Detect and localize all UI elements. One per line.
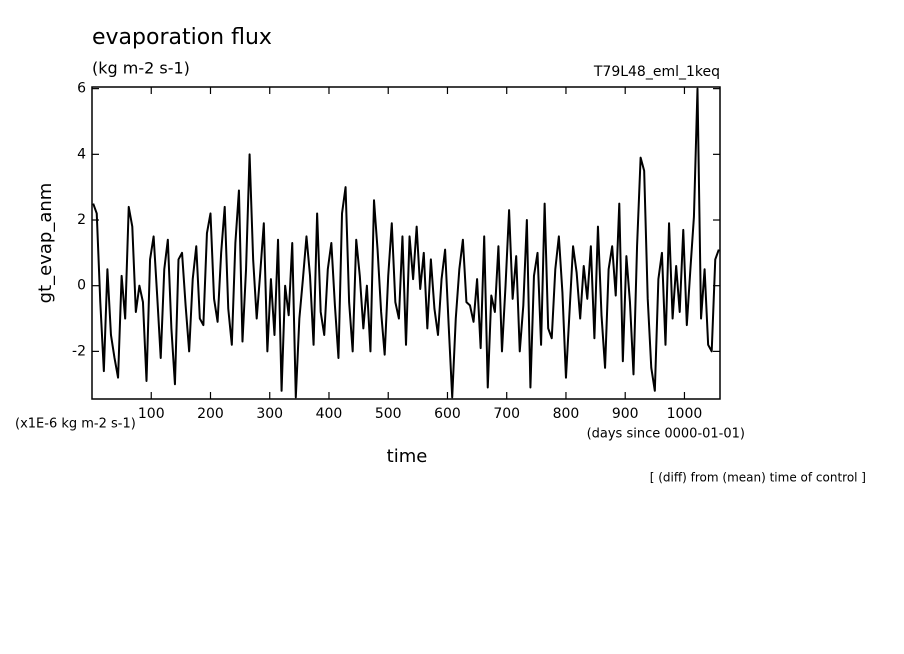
data-line: [92, 87, 720, 399]
y-tick-label: 4: [77, 146, 86, 162]
x-tick-label: 900: [612, 406, 639, 422]
x-tick-label: 700: [493, 406, 520, 422]
x-tick-label: 500: [375, 406, 402, 422]
y-tick-label: 2: [77, 212, 86, 228]
x-tick-label: 800: [553, 406, 580, 422]
footnote: [ (diff) from (mean) time of control ]: [650, 471, 866, 485]
x-tick-label: 600: [434, 406, 461, 422]
x-tick-label: 200: [197, 406, 224, 422]
x-tick-label: 100: [138, 406, 165, 422]
x-axis-label: time: [387, 446, 428, 467]
run-label: T79L48_eml_1keq: [593, 64, 720, 80]
y-axis-label: gt_evap_anm: [35, 183, 56, 304]
units: (kg m-2 s-1): [92, 59, 190, 78]
y-tick-label: 0: [77, 278, 86, 294]
y-unit-note: (x1E-6 kg m-2 s-1): [15, 417, 136, 432]
y-tick-label: 6: [77, 81, 86, 97]
x-tick-label: 1000: [667, 406, 703, 422]
plot-frame: [91, 86, 721, 400]
chart-title: evaporation flux: [92, 25, 272, 50]
x-tick-label: 300: [256, 406, 283, 422]
x-tick-label: 400: [316, 406, 343, 422]
x-unit-note: (days since 0000-01-01): [587, 427, 745, 442]
y-tick-label: -2: [72, 343, 86, 359]
